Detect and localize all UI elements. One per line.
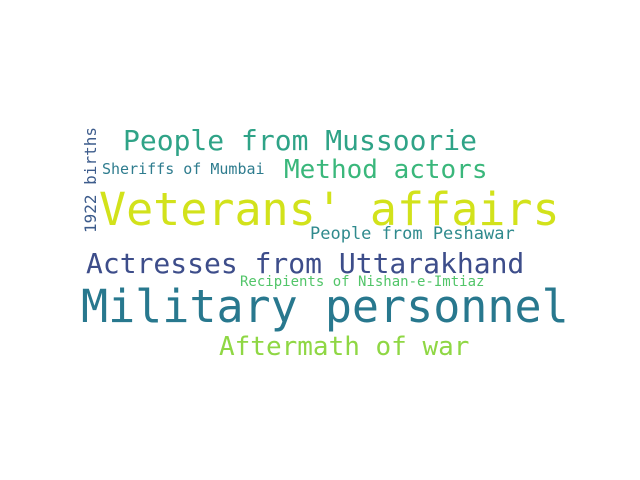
word-recipients-of-nishan-e-imtiaz: Recipients of Nishan-e-Imtiaz: [240, 274, 485, 290]
word-sheriffs-of-mumbai: Sheriffs of Mumbai: [102, 160, 265, 178]
word-military-personnel: Military personnel: [81, 280, 569, 333]
word-method-actors: Method actors: [284, 155, 488, 185]
word-1922-births: 1922 births: [81, 127, 100, 233]
word-actresses-from-uttarakhand: Actresses from Uttarakhand: [86, 247, 525, 280]
word-people-from-mussoorie: People from Mussoorie: [123, 124, 478, 157]
word-people-from-peshawar: People from Peshawar: [310, 224, 515, 244]
word-aftermath-of-war: Aftermath of war: [219, 332, 470, 362]
word-veterans-affairs: Veterans' affairs: [99, 183, 560, 236]
